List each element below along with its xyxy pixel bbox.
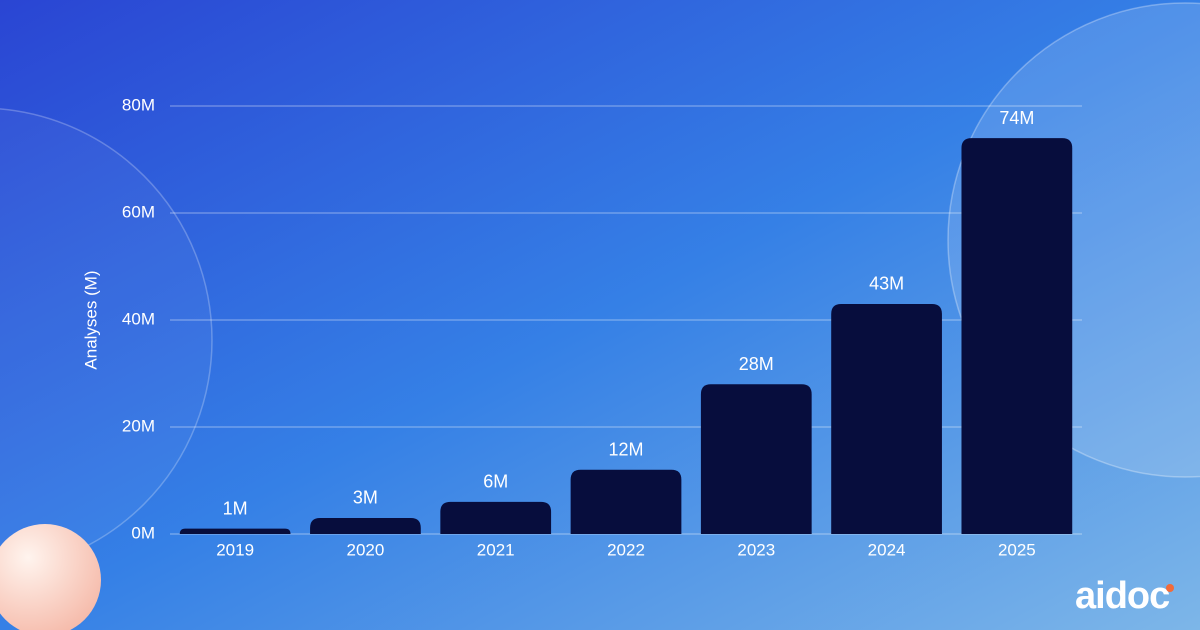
value-label: 6M (483, 472, 508, 492)
value-label: 28M (739, 354, 774, 374)
y-tick-label: 20M (122, 416, 155, 435)
bar (831, 303, 942, 534)
decor-ball (0, 524, 101, 630)
x-tick-label: 2022 (607, 540, 645, 559)
bar (961, 138, 1073, 534)
bar (179, 528, 291, 534)
x-tick-label: 2024 (868, 540, 906, 559)
decor-circle (0, 108, 213, 572)
brand-logo: aidoc (1075, 575, 1170, 617)
value-label: 3M (353, 488, 378, 508)
y-tick-label: 80M (122, 95, 155, 114)
y-tick-label: 60M (122, 202, 155, 221)
x-tick-label: 2025 (998, 540, 1036, 559)
value-label: 12M (608, 440, 643, 460)
x-tick-label: 2023 (737, 540, 775, 559)
logo-dot (1166, 584, 1174, 592)
value-label: 1M (223, 498, 248, 518)
y-tick-label: 0M (131, 523, 155, 542)
bar (440, 501, 552, 534)
x-tick-label: 2020 (347, 540, 385, 559)
bar (310, 517, 421, 534)
value-label: 43M (869, 274, 904, 294)
x-tick-label: 2019 (216, 540, 254, 559)
value-label: 74M (999, 108, 1034, 128)
bar (700, 384, 812, 534)
y-axis-label: Analyses (M) (81, 270, 100, 369)
y-tick-label: 40M (122, 309, 155, 328)
bar (570, 469, 682, 534)
x-tick-label: 2021 (477, 540, 515, 559)
